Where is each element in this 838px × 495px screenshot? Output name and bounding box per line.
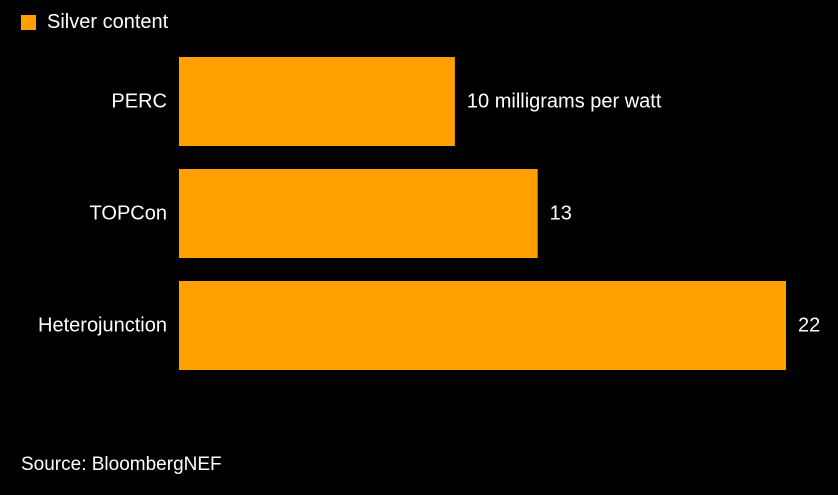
category-label: PERC — [111, 91, 167, 113]
bar-heterojunction — [179, 281, 786, 370]
legend: Silver content — [21, 8, 168, 36]
legend-swatch — [21, 14, 36, 30]
legend-label: Silver content — [47, 11, 169, 33]
category-label: TOPCon — [90, 203, 167, 225]
source-note: Source: BloombergNEF — [21, 454, 222, 475]
category-label: Heterojunction — [38, 315, 167, 337]
bar-perc — [179, 57, 455, 146]
data-label: 10 milligrams per watt — [467, 91, 662, 113]
data-label: 22 — [798, 315, 820, 337]
data-label: 13 — [550, 203, 572, 225]
bar-topcon — [179, 169, 538, 258]
